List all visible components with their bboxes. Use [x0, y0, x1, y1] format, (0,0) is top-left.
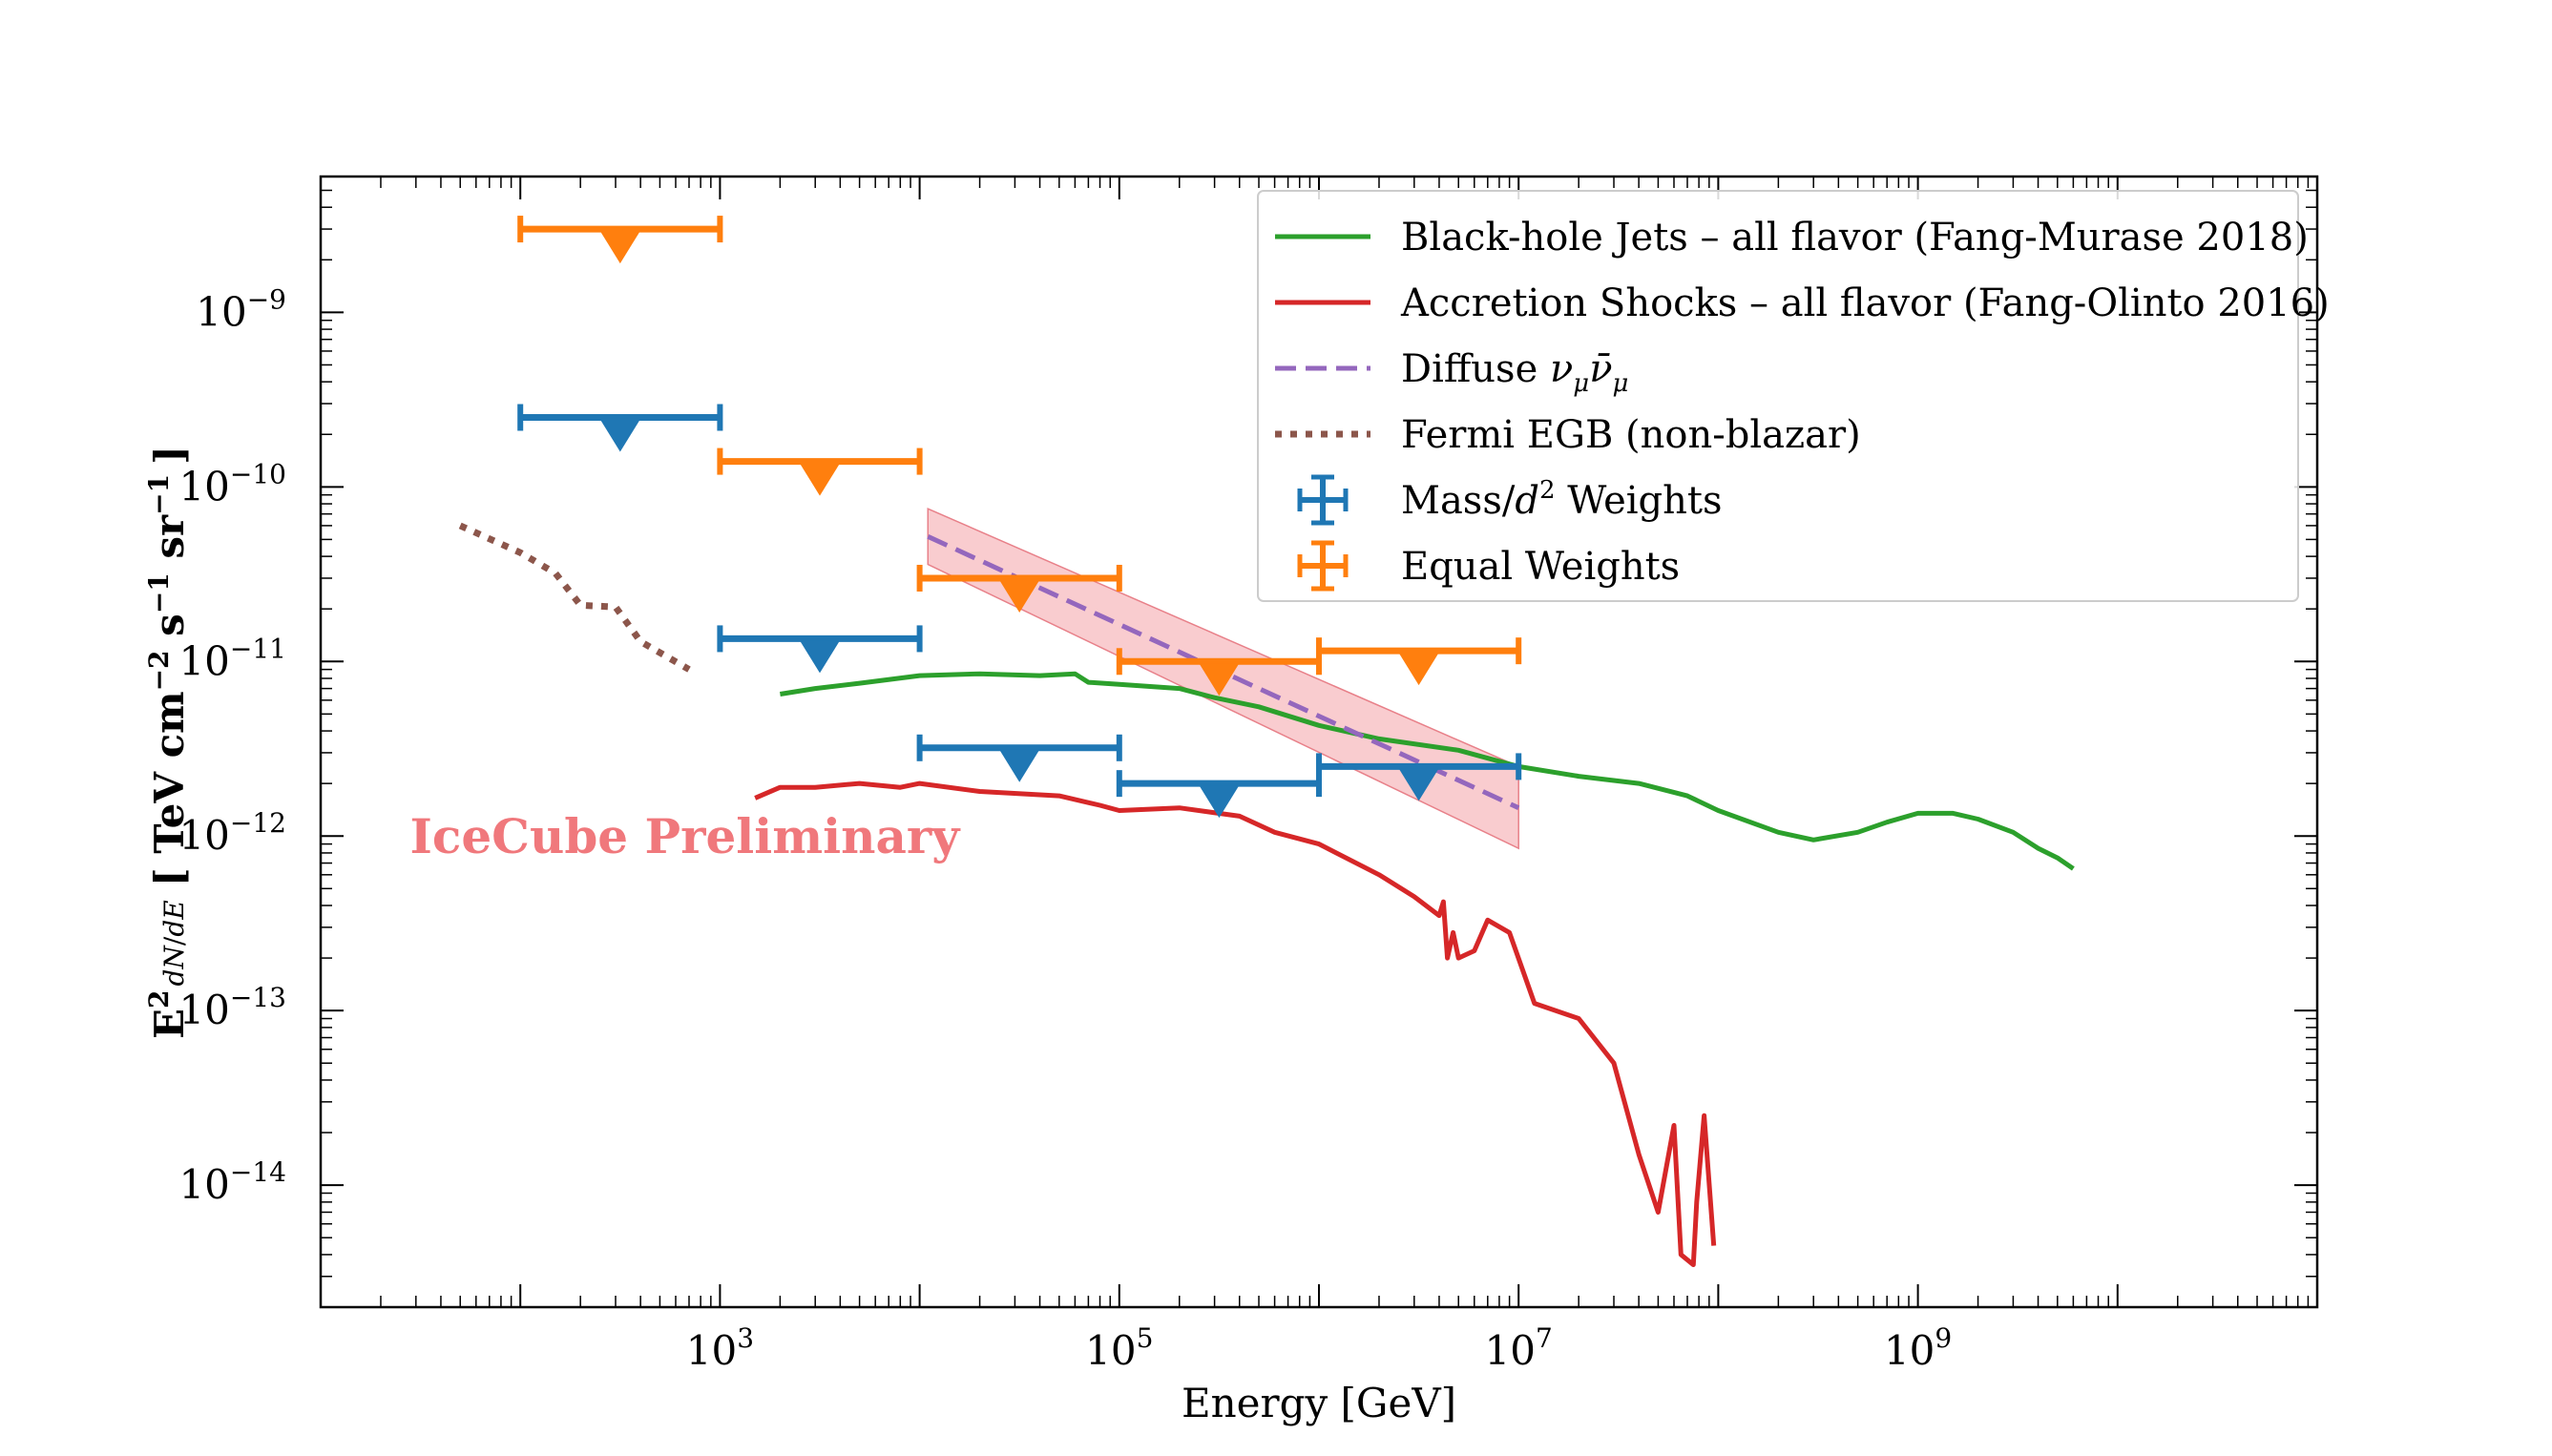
upper-limit-marker-mass	[1398, 768, 1439, 801]
legend-label-equal: Equal Weights	[1401, 545, 1680, 589]
axes: 103 105 107 10910−910−1010−1110−1210−1310−1…	[178, 175, 2319, 1374]
y-tick-base: 10	[178, 637, 229, 684]
upper-limit-marker-equal	[1398, 653, 1439, 686]
y-tick-label: 10−9	[196, 283, 286, 335]
x-tick-exp: 9	[1935, 1322, 1952, 1354]
upper-limit-marker-mass	[1199, 785, 1240, 819]
y-axis-title: E2dN/dE[ TeV cm−2 s−1 sr−1]	[143, 446, 193, 1039]
upper-limit-marker-mass	[800, 640, 840, 674]
y-tick-base: 10	[196, 288, 246, 335]
x-tick-base: 10	[1884, 1327, 1935, 1374]
legend-label-diffuse: Diffuse νμν̄μ	[1401, 347, 1628, 398]
y-tick-exp: −11	[230, 633, 286, 664]
y-tick-base: 10	[178, 1161, 229, 1208]
y-tick-base: 10	[178, 463, 229, 510]
x-tick-label: 109	[1884, 1322, 1952, 1374]
watermark-text: IceCube Preliminary	[410, 808, 962, 864]
upper-limits-layer	[517, 216, 1522, 819]
ylabel-unit-exp3: −1	[143, 474, 175, 515]
upper-limit-marker-mass	[999, 749, 1040, 782]
ylabel-unit-exp1: −2	[143, 650, 175, 691]
legend-label-mass: Mass/d2 Weights	[1401, 476, 1723, 523]
x-tick-label: 105	[1085, 1322, 1153, 1374]
ylabel-prefix: E	[146, 1009, 193, 1039]
y-tick-label: 10−14	[178, 1156, 286, 1208]
series-layer	[458, 522, 2075, 1267]
y-tick-label: 10−12	[178, 807, 286, 859]
ylabel-unit-exp2: −1	[143, 572, 175, 614]
y-tick-base: 10	[178, 812, 229, 859]
y-tick-exp: −9	[247, 283, 286, 315]
x-tick-base: 10	[1085, 1327, 1136, 1374]
upper-limit-marker-equal	[999, 579, 1040, 613]
x-tick-label: 107	[1485, 1322, 1553, 1374]
legend-label-fermi: Fermi EGB (non-blazar)	[1401, 413, 1861, 457]
y-tick-label: 10−10	[178, 458, 286, 510]
y-tick-base: 10	[178, 987, 229, 1033]
upper-limit-marker-mass	[599, 419, 640, 452]
legend-label-jets: Black-hole Jets – all flavor (Fang-Muras…	[1401, 216, 2309, 260]
y-tick-exp: −13	[230, 982, 286, 1013]
x-tick-base: 10	[1485, 1327, 1536, 1374]
upper-limit-marker-equal	[800, 463, 840, 496]
series-line-fermi	[458, 522, 691, 673]
legend-label-shocks: Accretion Shocks – all flavor (Fang-Olin…	[1400, 281, 2330, 325]
legend-box	[1257, 190, 2299, 602]
upper-limit-marker-equal	[1199, 663, 1240, 697]
ylabel-close: ]	[146, 446, 193, 465]
y-tick-exp: −14	[230, 1156, 286, 1188]
x-tick-exp: 5	[1137, 1322, 1154, 1354]
y-tick-exp: −12	[230, 807, 286, 839]
ylabel-sup: 2	[143, 990, 175, 1009]
y-tick-label: 10−11	[178, 633, 286, 684]
ylabel-unit: [ TeV cm	[146, 691, 193, 886]
x-tick-base: 10	[686, 1327, 737, 1374]
series-line-shocks	[754, 780, 1717, 1267]
x-tick-exp: 7	[1536, 1322, 1553, 1354]
ylabel-frac-den: dE	[158, 900, 190, 936]
legend: Black-hole Jets – all flavor (Fang-Muras…	[1257, 190, 2330, 602]
x-tick-exp: 3	[737, 1322, 754, 1354]
x-tick-label: 103	[686, 1322, 754, 1374]
y-tick-label: 10−13	[178, 982, 286, 1033]
upper-limit-marker-equal	[599, 231, 640, 264]
ylabel-frac-num: dN	[158, 945, 190, 987]
ylabel-unit-mid: s	[146, 614, 193, 650]
y-tick-exp: −10	[230, 458, 286, 489]
x-axis-title: Energy [GeV]	[1182, 1380, 1456, 1426]
ylabel-unit-end: sr	[146, 514, 193, 572]
